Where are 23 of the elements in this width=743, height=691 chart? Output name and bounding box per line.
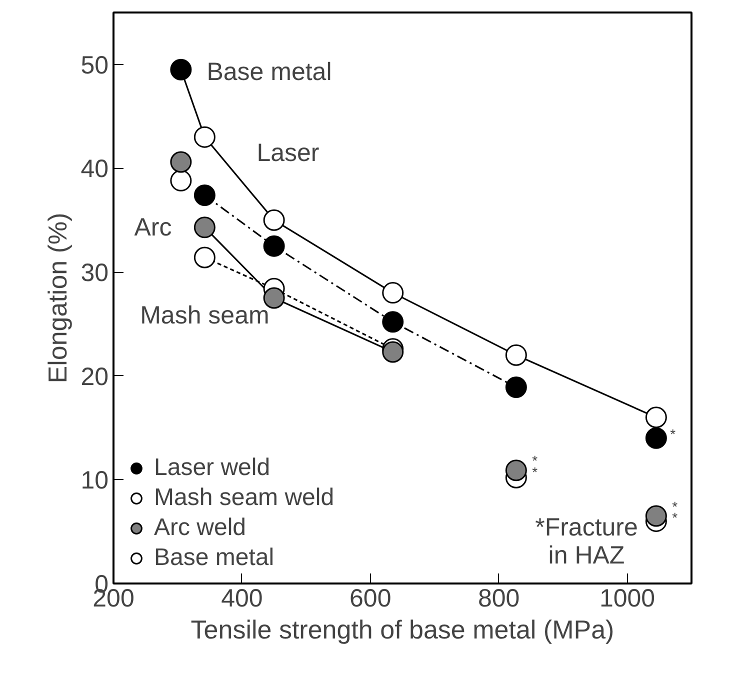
- x-tick-label: 1000: [599, 584, 656, 612]
- x-tick-label: 800: [478, 584, 520, 612]
- legend-label: Mash seam weld: [154, 483, 334, 513]
- annotation: Laser: [256, 139, 320, 168]
- y-axis-title: Elongation (%): [42, 212, 73, 384]
- x-tick-label: 600: [350, 584, 392, 612]
- legend-label: Laser weld: [154, 453, 270, 483]
- annotation: Mash seam: [140, 302, 270, 330]
- y-tick-label: 40: [80, 155, 109, 184]
- annotation: *: [670, 426, 676, 442]
- annotation: *Fracture in HAZ: [535, 514, 638, 570]
- annotation: Arc: [134, 213, 172, 242]
- annotation: Base metal: [206, 58, 332, 86]
- legend-label: Arc weld: [154, 513, 246, 543]
- y-tick-label: 30: [80, 259, 109, 288]
- annotation: * *: [532, 452, 538, 480]
- annotation: * *: [672, 498, 678, 526]
- y-tick-label: 10: [80, 466, 109, 495]
- y-tick-label: 50: [80, 51, 109, 80]
- x-axis-title: Tensile strength of base metal (MPa): [190, 614, 614, 644]
- y-tick-label: 20: [80, 362, 109, 391]
- legend-label: Base metal: [154, 543, 274, 573]
- x-tick-label: 400: [221, 584, 263, 612]
